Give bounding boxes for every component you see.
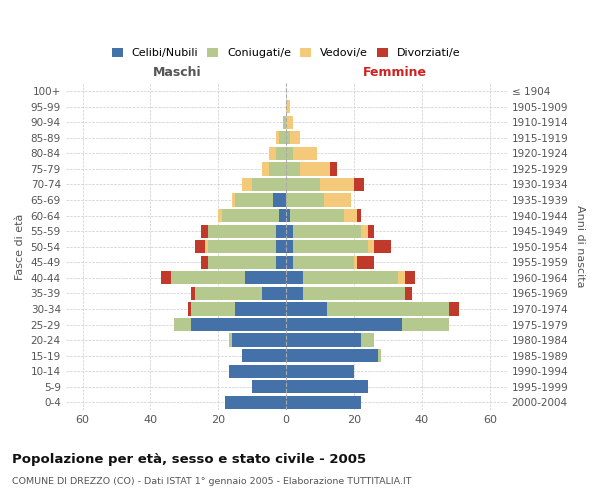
Bar xyxy=(368,224,374,238)
Bar xyxy=(229,364,286,378)
Bar xyxy=(232,194,235,206)
Bar xyxy=(286,209,290,222)
Bar xyxy=(286,162,300,175)
Bar xyxy=(286,194,323,206)
Bar xyxy=(361,334,374,346)
Bar xyxy=(374,240,391,254)
Bar xyxy=(191,302,235,316)
Bar xyxy=(323,194,350,206)
Bar xyxy=(286,178,320,191)
Bar xyxy=(293,224,361,238)
Bar xyxy=(286,287,303,300)
Bar xyxy=(245,272,286,284)
Bar xyxy=(191,287,194,300)
Bar xyxy=(290,209,344,222)
Bar xyxy=(208,224,276,238)
Bar xyxy=(208,240,276,254)
Bar xyxy=(262,287,286,300)
Bar xyxy=(188,302,191,316)
Bar xyxy=(405,272,415,284)
Bar xyxy=(202,256,208,269)
Bar xyxy=(286,364,354,378)
Bar xyxy=(354,256,358,269)
Bar xyxy=(300,162,331,175)
Bar xyxy=(303,272,398,284)
Text: Maschi: Maschi xyxy=(154,66,202,78)
Bar xyxy=(194,240,205,254)
Bar xyxy=(229,334,232,346)
Bar xyxy=(290,131,300,144)
Bar xyxy=(280,209,286,222)
Bar xyxy=(222,209,280,222)
Bar xyxy=(202,224,208,238)
Bar xyxy=(331,162,337,175)
Bar xyxy=(276,131,280,144)
Bar xyxy=(218,209,222,222)
Bar xyxy=(449,302,459,316)
Bar xyxy=(225,396,286,409)
Bar xyxy=(293,256,354,269)
Bar xyxy=(286,302,327,316)
Bar xyxy=(283,116,286,129)
Bar xyxy=(361,224,368,238)
Bar xyxy=(235,302,286,316)
Bar xyxy=(205,240,208,254)
Bar xyxy=(276,147,286,160)
Bar xyxy=(286,224,293,238)
Bar xyxy=(252,178,286,191)
Bar xyxy=(354,178,364,191)
Bar xyxy=(232,334,286,346)
Bar xyxy=(280,131,286,144)
Bar xyxy=(358,256,374,269)
Bar xyxy=(276,240,286,254)
Bar xyxy=(293,240,368,254)
Text: Femmine: Femmine xyxy=(363,66,427,78)
Bar xyxy=(378,349,381,362)
Y-axis label: Fasce di età: Fasce di età xyxy=(15,214,25,280)
Bar xyxy=(242,349,286,362)
Bar xyxy=(398,272,405,284)
Bar xyxy=(286,272,303,284)
Bar xyxy=(286,131,290,144)
Bar xyxy=(286,396,361,409)
Bar xyxy=(286,349,378,362)
Bar xyxy=(401,318,449,331)
Bar xyxy=(269,147,276,160)
Text: Popolazione per età, sesso e stato civile - 2005: Popolazione per età, sesso e stato civil… xyxy=(12,452,366,466)
Bar xyxy=(276,224,286,238)
Bar xyxy=(320,178,354,191)
Legend: Celibi/Nubili, Coniugati/e, Vedovi/e, Divorziati/e: Celibi/Nubili, Coniugati/e, Vedovi/e, Di… xyxy=(107,43,465,62)
Bar xyxy=(242,178,252,191)
Bar xyxy=(262,162,269,175)
Bar xyxy=(286,116,293,129)
Bar xyxy=(269,162,286,175)
Bar xyxy=(286,380,368,394)
Bar xyxy=(276,256,286,269)
Bar xyxy=(358,209,361,222)
Bar xyxy=(208,256,276,269)
Bar xyxy=(174,318,191,331)
Bar xyxy=(272,194,286,206)
Bar xyxy=(191,318,286,331)
Bar xyxy=(327,302,449,316)
Y-axis label: Anni di nascita: Anni di nascita xyxy=(575,206,585,288)
Bar xyxy=(303,287,405,300)
Bar xyxy=(344,209,358,222)
Bar xyxy=(286,334,361,346)
Bar xyxy=(286,256,293,269)
Bar xyxy=(235,194,272,206)
Bar xyxy=(293,147,317,160)
Bar xyxy=(171,272,245,284)
Text: COMUNE DI DREZZO (CO) - Dati ISTAT 1° gennaio 2005 - Elaborazione TUTTITALIA.IT: COMUNE DI DREZZO (CO) - Dati ISTAT 1° ge… xyxy=(12,478,412,486)
Bar xyxy=(252,380,286,394)
Bar xyxy=(161,272,171,284)
Bar xyxy=(286,100,290,114)
Bar xyxy=(286,147,293,160)
Bar xyxy=(286,240,293,254)
Bar xyxy=(194,287,262,300)
Bar xyxy=(368,240,374,254)
Bar xyxy=(286,318,401,331)
Bar xyxy=(405,287,412,300)
